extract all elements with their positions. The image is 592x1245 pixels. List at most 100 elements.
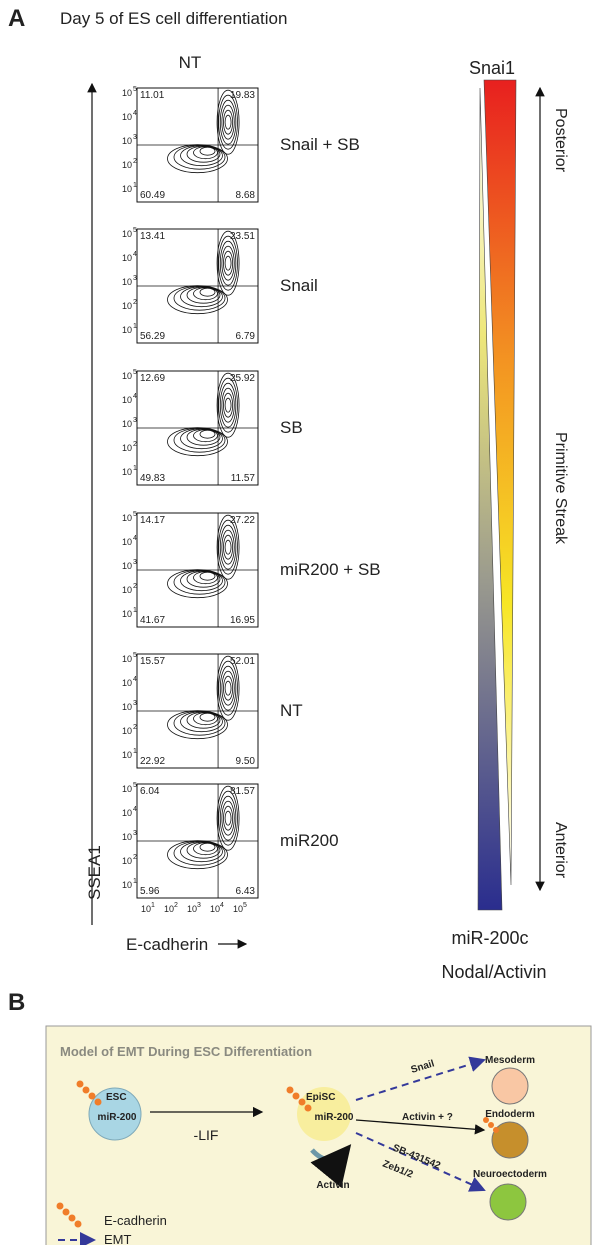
quadrant-value: 9.50 bbox=[236, 756, 256, 767]
edge-label: -LIF bbox=[194, 1127, 219, 1143]
activin-loop bbox=[310, 1144, 352, 1188]
quadrant-value: 6.04 bbox=[140, 786, 160, 797]
contour bbox=[216, 230, 240, 296]
quadrant-value: 25.92 bbox=[230, 373, 255, 384]
contour bbox=[218, 519, 238, 575]
fate-label: Neuroectoderm bbox=[473, 1169, 547, 1180]
y-tick-label: 3 bbox=[133, 700, 137, 707]
y-tick-label: 1 bbox=[133, 607, 137, 614]
contour bbox=[216, 514, 240, 580]
contour bbox=[221, 670, 235, 706]
y-tick-label: 1 bbox=[133, 182, 137, 189]
contour bbox=[186, 286, 221, 304]
contour bbox=[180, 711, 223, 733]
contour bbox=[167, 427, 228, 457]
y-tick-label: 10 bbox=[122, 808, 132, 818]
quadrant-value: 23.51 bbox=[230, 231, 255, 242]
contour bbox=[219, 99, 237, 145]
contour bbox=[173, 144, 226, 170]
y-tick-label: 10 bbox=[122, 726, 132, 736]
esc-inner: miR-200 bbox=[98, 1112, 137, 1123]
gradient-bottom-sublabel: Nodal/Activin bbox=[441, 962, 546, 982]
quadrant-value: 52.01 bbox=[230, 656, 255, 667]
contour bbox=[223, 534, 234, 560]
contour bbox=[221, 800, 235, 836]
contour bbox=[186, 570, 221, 588]
y-tick-label: 1 bbox=[133, 878, 137, 885]
x-axis-label: E-cadherin bbox=[126, 935, 208, 954]
quadrant-value: 11.01 bbox=[140, 90, 165, 101]
gradient-bottom-label: miR-200c bbox=[451, 928, 528, 948]
neuroectoderm-cell bbox=[489, 1183, 527, 1221]
quadrant-value: 11.57 bbox=[231, 473, 256, 484]
contour bbox=[167, 285, 228, 315]
contour bbox=[224, 810, 232, 826]
quadrant-value: 6.79 bbox=[236, 331, 256, 342]
x-tick-label: 10 bbox=[187, 904, 197, 914]
episc-inner: miR-200 bbox=[315, 1112, 354, 1123]
quadrant-value: 13.41 bbox=[140, 231, 165, 242]
fate-label: Mesoderm bbox=[485, 1055, 535, 1066]
x-tick-label: 5 bbox=[243, 902, 247, 909]
y-tick-label: 10 bbox=[122, 277, 132, 287]
quadrant-value: 14.17 bbox=[140, 515, 165, 526]
ecadherin-beads bbox=[286, 1086, 312, 1112]
y-tick-label: 4 bbox=[133, 535, 137, 542]
y-tick-label: 10 bbox=[122, 88, 132, 98]
y-tick-label: 10 bbox=[122, 112, 132, 122]
panel-label: B bbox=[8, 989, 25, 1016]
contour bbox=[193, 842, 218, 856]
contour bbox=[186, 428, 221, 446]
contour bbox=[199, 571, 216, 581]
streak-label: Primitive Streak bbox=[552, 432, 569, 545]
y-tick-label: 10 bbox=[122, 371, 132, 381]
y-tick-label: 2 bbox=[133, 583, 137, 590]
y-tick-label: 4 bbox=[133, 806, 137, 813]
x-tick-label: 3 bbox=[197, 902, 201, 909]
y-tick-label: 3 bbox=[133, 417, 137, 424]
y-tick-label: 2 bbox=[133, 299, 137, 306]
contour bbox=[224, 255, 232, 271]
legend-beads bbox=[56, 1202, 82, 1228]
contour bbox=[223, 675, 234, 701]
y-tick-label: 10 bbox=[122, 253, 132, 263]
y-tick-label: 1 bbox=[133, 465, 137, 472]
contour bbox=[180, 286, 223, 308]
contour bbox=[218, 660, 238, 716]
contour bbox=[216, 89, 240, 155]
contour bbox=[216, 372, 240, 438]
x-tick-label: 10 bbox=[210, 904, 220, 914]
y-tick-label: 5 bbox=[133, 782, 137, 789]
legend-label: E-cadherin bbox=[104, 1213, 167, 1228]
quadrant-value: 16.95 bbox=[230, 615, 255, 626]
endoderm-cell bbox=[491, 1121, 529, 1159]
y-tick-label: 4 bbox=[133, 110, 137, 117]
y-tick-label: 10 bbox=[122, 395, 132, 405]
quadrant-value: 19.83 bbox=[230, 90, 255, 101]
gradient-top-label: Snai1 bbox=[469, 58, 515, 78]
y-tick-label: 10 bbox=[122, 184, 132, 194]
contour bbox=[223, 805, 234, 831]
contour bbox=[218, 94, 238, 150]
contour bbox=[221, 104, 235, 140]
contour bbox=[224, 680, 232, 696]
quadrant-value: 56.29 bbox=[140, 331, 165, 342]
contour bbox=[173, 569, 226, 595]
contour bbox=[199, 842, 216, 852]
quadrant-value: 60.49 bbox=[140, 190, 165, 201]
contour bbox=[167, 840, 228, 870]
y-tick-label: 10 bbox=[122, 229, 132, 239]
contour bbox=[199, 287, 216, 297]
y-tick-label: 2 bbox=[133, 158, 137, 165]
x-tick-label: 10 bbox=[164, 904, 174, 914]
loop-label: Activin bbox=[316, 1180, 349, 1191]
episc-cell bbox=[297, 1087, 351, 1141]
y-tick-label: 10 bbox=[122, 585, 132, 595]
y-tick-label: 4 bbox=[133, 393, 137, 400]
y-tick-label: 1 bbox=[133, 323, 137, 330]
contour bbox=[219, 665, 237, 711]
contour bbox=[167, 710, 228, 740]
legend-label: EMT bbox=[104, 1232, 132, 1245]
x-tick-label: 4 bbox=[220, 902, 224, 909]
model-title: Model of EMT During ESC Differentiation bbox=[60, 1044, 312, 1059]
